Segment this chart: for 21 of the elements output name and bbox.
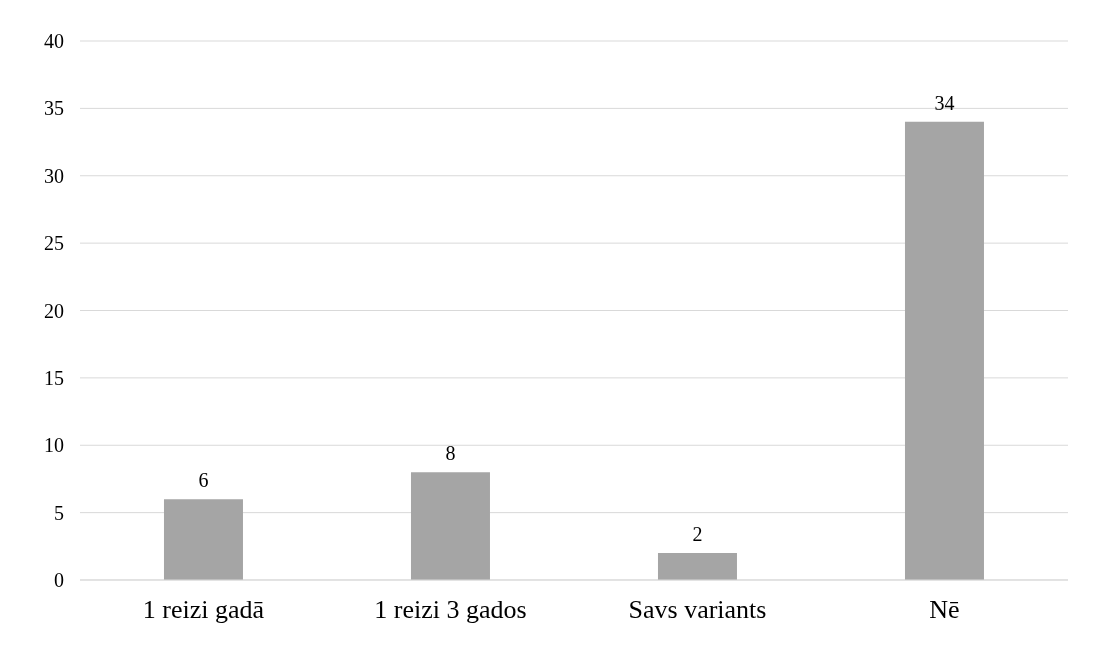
y-tick-label: 40 <box>44 30 64 53</box>
data-label: 34 <box>934 91 955 114</box>
x-tick-label: Savs variants <box>628 595 767 625</box>
bar <box>410 472 490 580</box>
x-tick-label: 1 reizi gadā <box>142 595 265 625</box>
y-tick-label: 10 <box>44 434 64 457</box>
y-tick-label: 0 <box>54 569 64 592</box>
bar <box>904 121 984 580</box>
data-label: 8 <box>445 442 456 465</box>
y-tick-label: 25 <box>44 232 64 255</box>
y-tick-label: 35 <box>44 97 64 120</box>
data-label: 2 <box>692 523 703 546</box>
y-tick-label: 15 <box>44 366 64 389</box>
y-tick-label: 30 <box>44 164 64 187</box>
bar <box>657 553 737 580</box>
bar <box>163 499 243 580</box>
y-tick-label: 20 <box>44 299 64 322</box>
data-label: 6 <box>198 469 209 492</box>
x-tick-label: 1 reizi 3 gados <box>374 595 527 625</box>
x-tick-label: Nē <box>929 595 960 625</box>
y-tick-label: 5 <box>54 501 64 524</box>
